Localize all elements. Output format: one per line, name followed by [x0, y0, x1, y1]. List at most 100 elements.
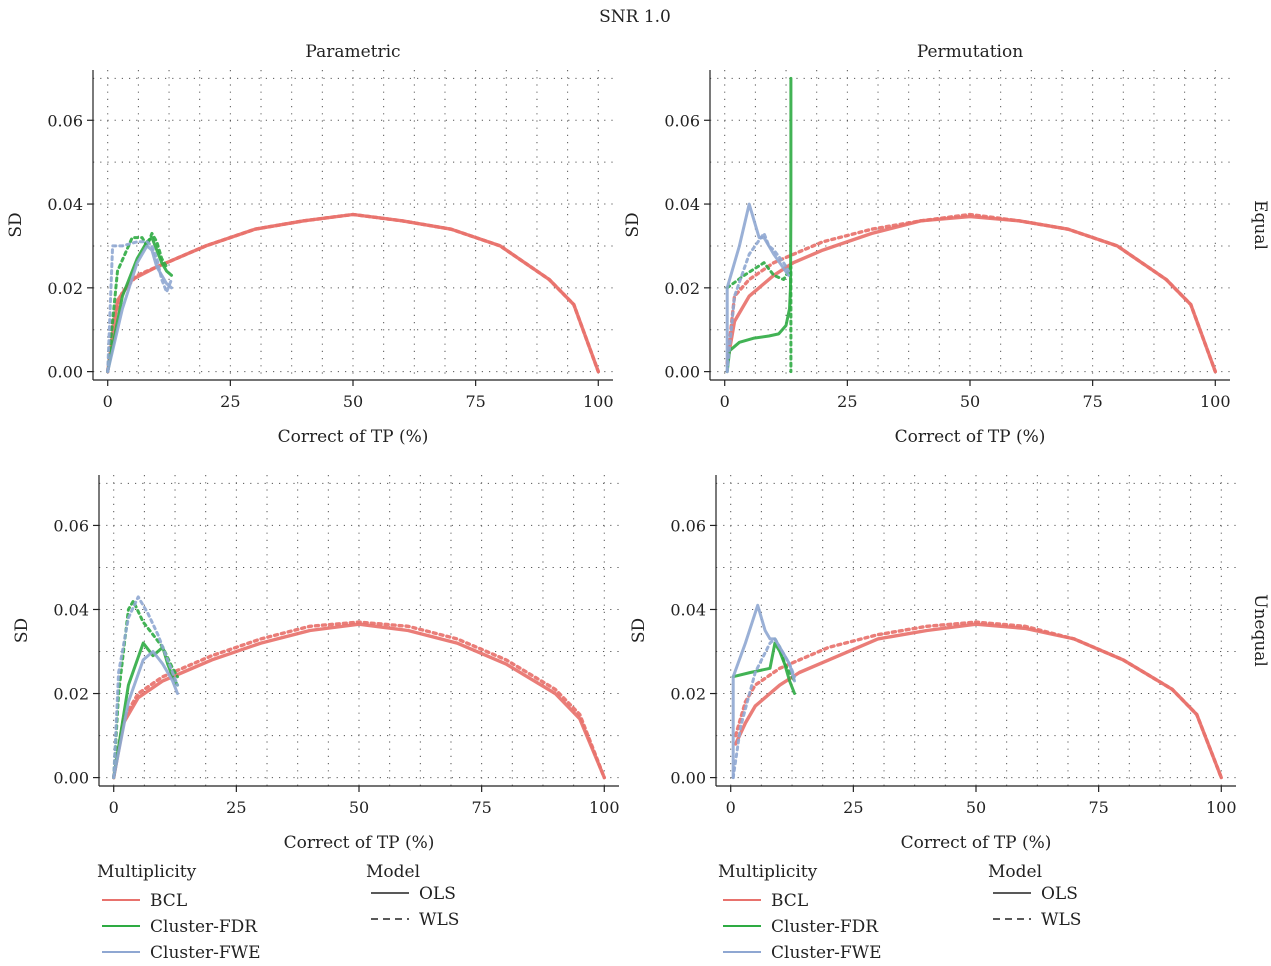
x-axis-title: Correct of TP (%): [278, 427, 429, 447]
y-tick-label: 0.04: [664, 195, 700, 214]
y-axis-title: SD: [629, 618, 649, 643]
series-cluster-fwe-wls: [106, 240, 173, 374]
series-cluster-fdr-ols: [106, 236, 173, 374]
grid: [710, 70, 1230, 380]
series-bcl-ols: [733, 622, 1223, 780]
series-cluster-fwe-wls: [112, 595, 179, 780]
legend-label-bcl: BCL: [150, 891, 187, 911]
x-tick-label: 100: [1200, 392, 1231, 411]
x-tick-label: 100: [1206, 798, 1237, 817]
x-tick-label: 50: [960, 392, 980, 411]
x-tick-label: 25: [220, 392, 240, 411]
y-tick-label: 0.00: [670, 769, 706, 788]
series-cluster-fdr-ols: [112, 641, 179, 780]
y-tick-label: 0.02: [664, 279, 700, 298]
legend-label-cluster-fdr: Cluster-FDR: [771, 917, 879, 937]
y-tick-label: 0.04: [670, 600, 706, 619]
x-axis-title: Correct of TP (%): [284, 833, 435, 853]
legend-label-bcl: BCL: [771, 891, 808, 911]
series-cluster-fwe-ols: [106, 244, 173, 374]
series-cluster-fdr-wls: [725, 261, 793, 374]
col-label-permutation: Permutation: [917, 42, 1023, 62]
series-bcl-ols: [106, 212, 600, 374]
panel-3: 0.00 0.02 0.04 0.06 0 25 50 75 100 Correct of TP …: [12, 475, 620, 853]
series-group: [725, 76, 1217, 374]
series-bcl-wls: [725, 212, 1217, 374]
series-cluster-fwe-wls: [731, 637, 796, 780]
x-tick-label: 75: [465, 392, 485, 411]
y-tick-label: 0.02: [47, 279, 83, 298]
panel-2: 0.00 0.02 0.04 0.06 0 25 50 75 100 Correct of TP …: [623, 70, 1231, 447]
row-label-unequal: Unequal: [1250, 594, 1270, 667]
series-cluster-fwe-ols: [112, 650, 179, 780]
col-label-parametric: Parametric: [305, 42, 400, 62]
x-axis-title: Correct of TP (%): [901, 833, 1052, 853]
x-axis-title: Correct of TP (%): [895, 427, 1046, 447]
legend-label-cluster-fwe: Cluster-FWE: [771, 943, 882, 963]
series-bcl-ols: [725, 214, 1217, 374]
x-tick-label: 100: [589, 798, 620, 817]
y-tick-label: 0.06: [53, 516, 89, 535]
series-cluster-fdr-ols: [731, 641, 796, 695]
series-bcl-ols: [112, 622, 606, 780]
x-tick-label: 50: [966, 798, 986, 817]
x-tick-label: 25: [837, 392, 857, 411]
legend-label-cluster-fwe: Cluster-FWE: [150, 943, 261, 963]
legend-label-wls: WLS: [419, 910, 459, 930]
panel-1: 0.00 0.02 0.04 0.06 0 25 50 75 100 Correct of TP …: [6, 70, 614, 447]
x-tick-label: 50: [343, 392, 363, 411]
series-group: [106, 212, 600, 374]
x-tick-label: 25: [843, 798, 863, 817]
series-cluster-fdr-ols: [725, 76, 793, 374]
row-label-equal: Equal: [1250, 200, 1270, 250]
legend-label-cluster-fdr: Cluster-FDR: [150, 917, 258, 937]
y-tick-label: 0.04: [47, 195, 83, 214]
x-tick-label: 0: [720, 392, 730, 411]
series-group: [112, 595, 606, 780]
grid: [93, 70, 613, 380]
panel-4: 0.00 0.02 0.04 0.06 0 25 50 75 100 Correct of TP …: [629, 475, 1237, 853]
figure-title: SNR 1.0: [599, 7, 671, 27]
grid: [99, 475, 619, 786]
y-tick-label: 0.00: [53, 769, 89, 788]
x-tick-label: 75: [471, 798, 491, 817]
legend-2: Multiplicity BCL Cluster-FDR Cluster-FWE Mod…: [718, 862, 1081, 963]
legend-multiplicity-title: Multiplicity: [718, 862, 818, 882]
x-tick-label: 0: [109, 798, 119, 817]
y-tick-label: 0.06: [47, 111, 83, 130]
legend-multiplicity-title: Multiplicity: [97, 862, 197, 882]
y-tick-label: 0.02: [670, 685, 706, 704]
series-cluster-fwe-ols: [731, 603, 796, 780]
legend-1: Multiplicity BCL Cluster-FDR Cluster-FWE Mod…: [97, 862, 459, 963]
series-cluster-fwe-ols: [725, 202, 790, 374]
legend-label-ols: OLS: [419, 884, 456, 904]
series-group: [731, 603, 1223, 780]
x-tick-label: 75: [1082, 392, 1102, 411]
y-tick-label: 0.06: [664, 111, 700, 130]
panels: Parametric PermutationEqualUnequal0.000.0…: [6, 42, 1270, 853]
y-tick-label: 0.06: [670, 516, 706, 535]
y-tick-label: 0.00: [664, 363, 700, 382]
y-axis-title: SD: [6, 212, 26, 237]
series-cluster-fwe-wls: [725, 231, 790, 374]
x-tick-label: 25: [226, 798, 246, 817]
x-tick-label: 75: [1088, 798, 1108, 817]
series-bcl-wls: [733, 620, 1223, 780]
y-axis-title: SD: [623, 212, 643, 237]
series-bcl-wls: [112, 620, 606, 780]
y-axis-title: SD: [12, 618, 32, 643]
series-bcl-wls: [106, 212, 600, 374]
y-tick-label: 0.02: [53, 685, 89, 704]
legend-label-wls: WLS: [1041, 910, 1081, 930]
legends: Multiplicity BCL Cluster-FDR Cluster-FWE Mod…: [97, 862, 1081, 963]
x-tick-label: 0: [103, 392, 113, 411]
x-tick-label: 0: [726, 798, 736, 817]
legend-model-title: Model: [988, 862, 1042, 882]
y-tick-label: 0.00: [47, 363, 83, 382]
legend-model-title: Model: [366, 862, 420, 882]
x-tick-label: 100: [583, 392, 614, 411]
legend-label-ols: OLS: [1041, 884, 1078, 904]
y-tick-label: 0.04: [53, 600, 89, 619]
x-tick-label: 50: [349, 798, 369, 817]
